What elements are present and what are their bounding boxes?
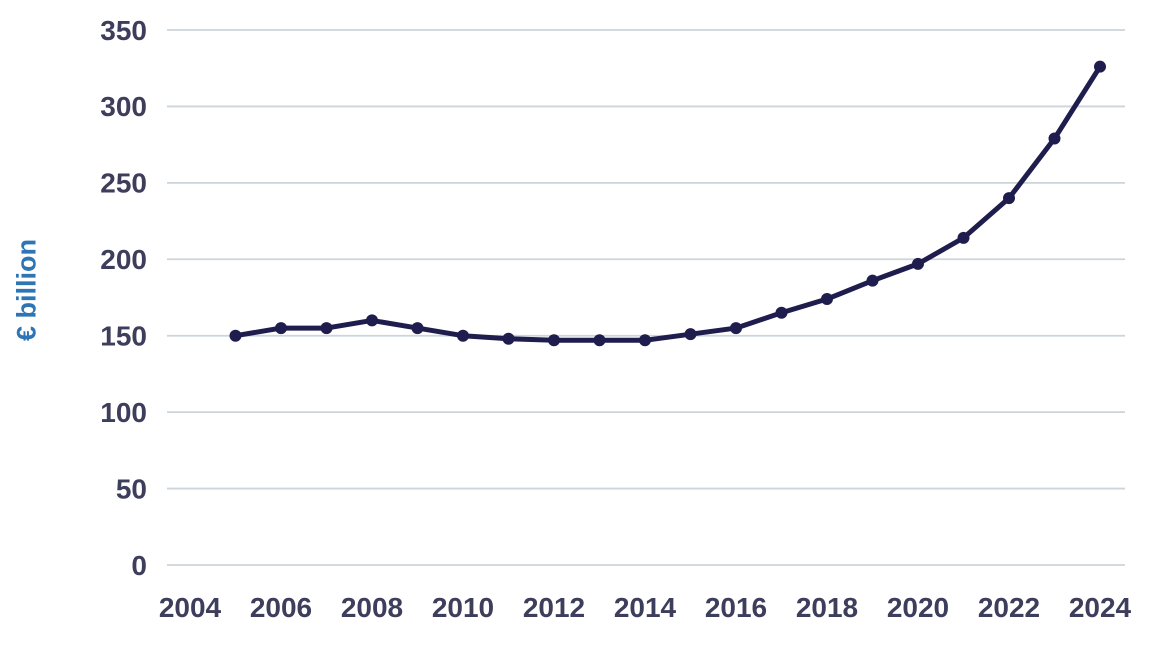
data-point xyxy=(366,314,378,327)
data-point xyxy=(320,322,333,335)
data-point xyxy=(1003,192,1015,205)
x-tick-label: 2014 xyxy=(614,592,677,623)
x-tick-label: 2022 xyxy=(978,592,1040,623)
y-tick-label: 0 xyxy=(131,550,147,581)
data-point xyxy=(957,231,970,244)
y-tick-label: 50 xyxy=(116,473,147,504)
x-tick-label: 2010 xyxy=(432,592,494,623)
x-tick-label: 2020 xyxy=(887,592,949,623)
data-point xyxy=(730,322,742,335)
y-tick-label: 300 xyxy=(100,91,147,122)
data-line xyxy=(233,64,1103,343)
data-point xyxy=(1048,132,1061,145)
data-point xyxy=(275,322,287,335)
data-point xyxy=(912,257,924,270)
data-point xyxy=(866,274,879,287)
data-point xyxy=(821,293,833,306)
x-tick-label: 2012 xyxy=(523,592,585,623)
data-point xyxy=(639,334,651,347)
y-tick-label: 200 xyxy=(100,244,147,275)
x-tick-label: 2024 xyxy=(1069,592,1132,623)
data-point xyxy=(775,306,788,319)
data-point xyxy=(411,322,424,335)
x-tick-label: 2006 xyxy=(250,592,312,623)
data-point xyxy=(502,332,515,345)
y-tick-label: 350 xyxy=(100,15,147,46)
y-axis-title: € billion xyxy=(11,238,42,342)
data-point xyxy=(457,329,469,342)
data-point xyxy=(684,328,697,341)
data-point xyxy=(593,334,606,347)
y-tick-label: 150 xyxy=(100,321,147,352)
x-tick-label: 2018 xyxy=(796,592,858,623)
data-point xyxy=(548,334,560,347)
y-tick-label: 250 xyxy=(100,168,147,199)
x-tick-label: 2008 xyxy=(341,592,403,623)
x-tick-label: 2016 xyxy=(705,592,767,623)
x-tick-label: 2004 xyxy=(159,592,222,623)
data-point xyxy=(229,329,242,342)
data-point xyxy=(1094,60,1106,73)
y-tick-label: 100 xyxy=(100,397,147,428)
